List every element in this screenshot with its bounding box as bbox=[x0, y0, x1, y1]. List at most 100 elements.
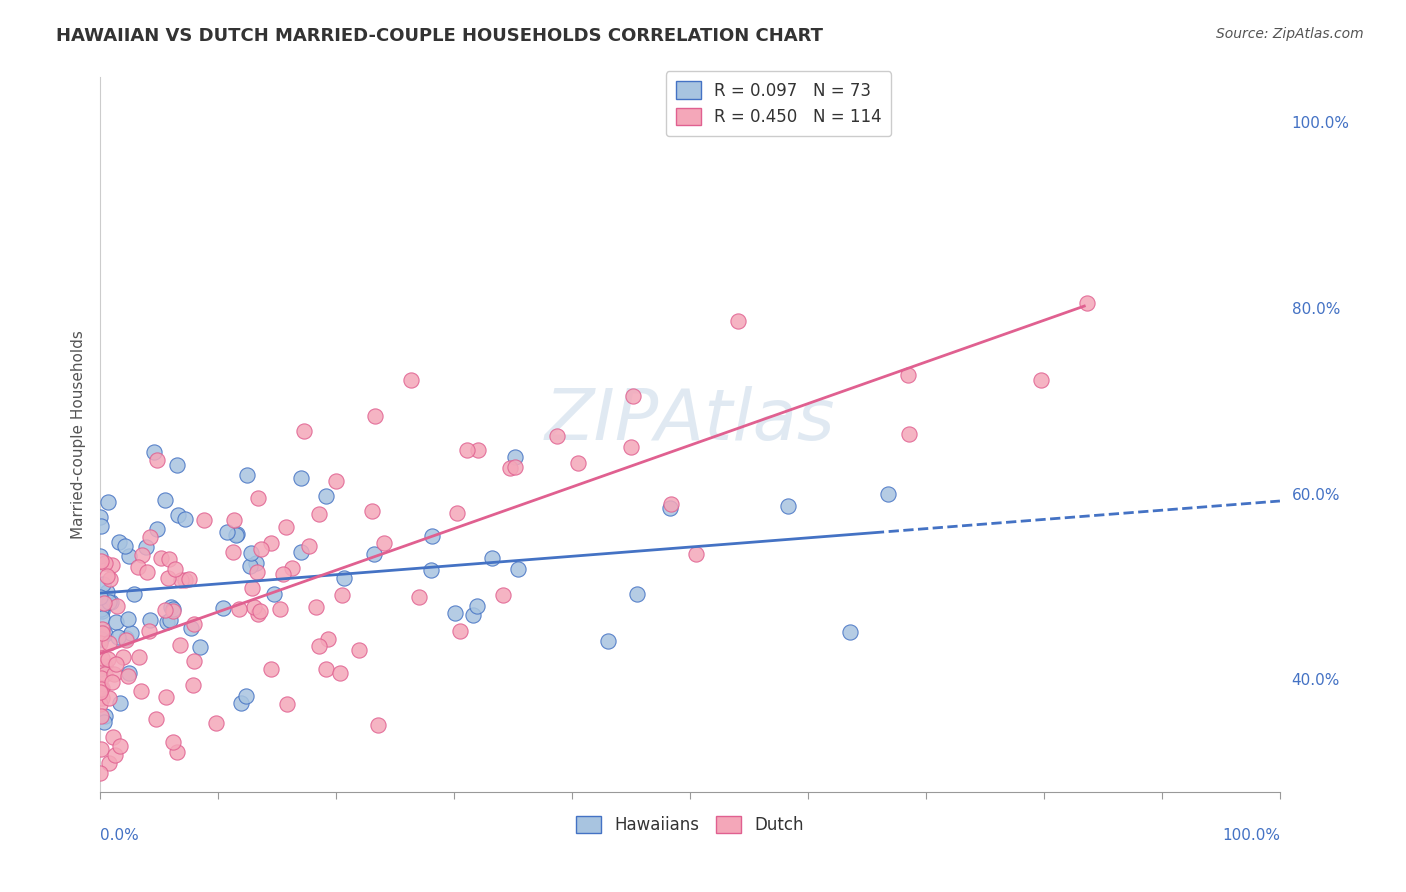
Point bbox=[329, 665, 352, 680]
Point bbox=[373, 536, 395, 550]
Point bbox=[90, 651, 112, 665]
Point bbox=[131, 549, 153, 563]
Point bbox=[94, 591, 117, 605]
Point bbox=[91, 626, 114, 640]
Point bbox=[146, 453, 169, 467]
Point bbox=[108, 739, 131, 753]
Point bbox=[249, 605, 271, 619]
Point bbox=[90, 742, 112, 756]
Point bbox=[659, 497, 682, 511]
Text: 80.0%: 80.0% bbox=[1292, 301, 1340, 317]
Point bbox=[97, 651, 120, 665]
Point bbox=[90, 554, 112, 568]
Point bbox=[97, 495, 120, 509]
Point bbox=[89, 509, 111, 524]
Point bbox=[180, 621, 202, 635]
Point bbox=[91, 681, 114, 695]
Point bbox=[290, 544, 312, 558]
Point bbox=[94, 626, 117, 640]
Point bbox=[89, 636, 111, 650]
Point bbox=[90, 632, 112, 646]
Point bbox=[877, 487, 900, 501]
Text: 60.0%: 60.0% bbox=[1292, 488, 1340, 502]
Point bbox=[114, 540, 136, 554]
Point bbox=[367, 718, 389, 732]
Point bbox=[114, 631, 136, 645]
Point bbox=[169, 638, 191, 652]
Point bbox=[166, 458, 188, 472]
Point bbox=[225, 528, 247, 542]
Point bbox=[492, 588, 515, 602]
Point bbox=[91, 610, 114, 624]
Point bbox=[104, 748, 127, 763]
Point bbox=[159, 613, 181, 627]
Point bbox=[98, 573, 121, 587]
Point bbox=[162, 734, 184, 748]
Point bbox=[503, 460, 526, 475]
Point bbox=[361, 504, 384, 518]
Point bbox=[308, 507, 330, 521]
Point bbox=[94, 658, 117, 673]
Text: Source: ZipAtlas.com: Source: ZipAtlas.com bbox=[1216, 27, 1364, 41]
Point bbox=[229, 696, 252, 710]
Point bbox=[101, 675, 124, 690]
Point bbox=[181, 678, 204, 692]
Point bbox=[225, 526, 247, 541]
Point bbox=[467, 443, 489, 458]
Point bbox=[315, 489, 337, 503]
Point bbox=[103, 667, 125, 681]
Point bbox=[205, 715, 228, 730]
Text: 0.0%: 0.0% bbox=[100, 828, 139, 843]
Point bbox=[212, 601, 235, 615]
Point bbox=[449, 624, 471, 638]
Point bbox=[89, 697, 111, 711]
Point bbox=[292, 425, 315, 439]
Point bbox=[363, 547, 385, 561]
Point bbox=[97, 690, 120, 705]
Point bbox=[727, 314, 749, 328]
Point bbox=[298, 539, 321, 553]
Point bbox=[408, 590, 430, 604]
Point bbox=[778, 499, 800, 513]
Point bbox=[138, 530, 160, 544]
Point bbox=[129, 684, 152, 698]
Point bbox=[245, 556, 267, 570]
Point bbox=[160, 599, 183, 614]
Point bbox=[263, 587, 285, 601]
Point bbox=[503, 450, 526, 465]
Point bbox=[90, 681, 112, 696]
Point bbox=[546, 429, 568, 443]
Point bbox=[658, 500, 681, 515]
Point bbox=[364, 409, 387, 423]
Point bbox=[89, 766, 111, 780]
Point bbox=[246, 565, 269, 579]
Point bbox=[107, 631, 129, 645]
Point bbox=[444, 606, 467, 620]
Point bbox=[90, 519, 112, 533]
Point bbox=[166, 745, 188, 759]
Point bbox=[596, 634, 619, 648]
Point bbox=[127, 559, 149, 574]
Point bbox=[149, 551, 172, 566]
Point bbox=[156, 615, 179, 629]
Point bbox=[93, 715, 115, 730]
Point bbox=[103, 730, 125, 744]
Point bbox=[114, 633, 136, 648]
Point bbox=[271, 566, 294, 581]
Point bbox=[128, 649, 150, 664]
Point bbox=[170, 573, 193, 587]
Point bbox=[163, 562, 186, 576]
Point bbox=[461, 608, 484, 623]
Point bbox=[177, 572, 200, 586]
Point bbox=[105, 657, 128, 671]
Text: HAWAIIAN VS DUTCH MARRIED-COUPLE HOUSEHOLDS CORRELATION CHART: HAWAIIAN VS DUTCH MARRIED-COUPLE HOUSEHO… bbox=[56, 27, 824, 45]
Point bbox=[481, 551, 503, 566]
Text: ZIPAtlas: ZIPAtlas bbox=[544, 386, 835, 455]
Point bbox=[621, 389, 644, 403]
Point bbox=[269, 601, 291, 615]
Point bbox=[239, 558, 262, 573]
Point bbox=[89, 590, 111, 604]
Legend: Hawaiians, Dutch: Hawaiians, Dutch bbox=[569, 809, 811, 841]
Point bbox=[98, 756, 121, 770]
Point bbox=[142, 444, 165, 458]
